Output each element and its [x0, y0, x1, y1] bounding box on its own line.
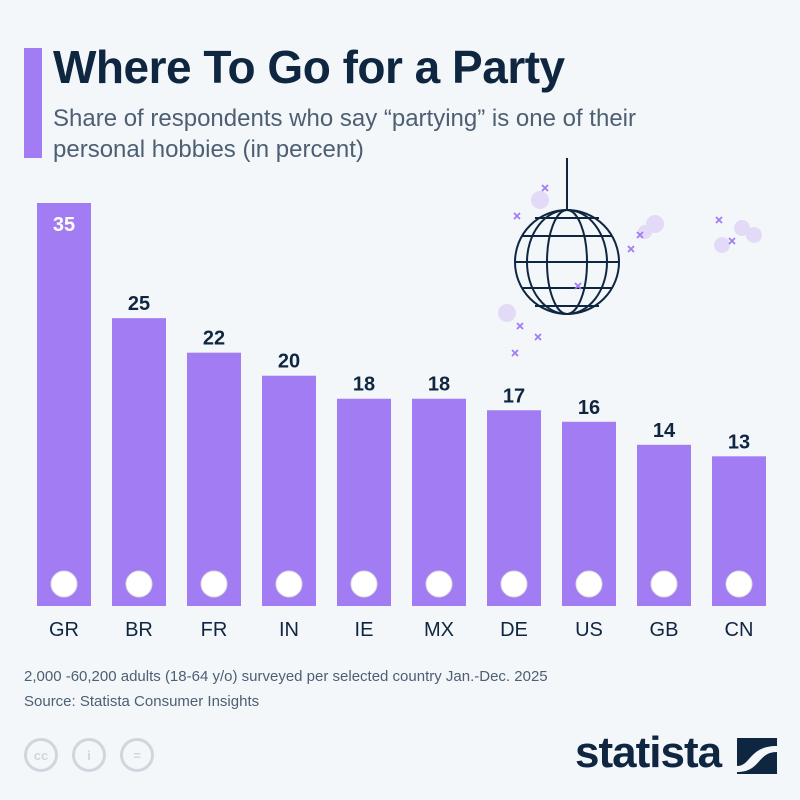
data-label-US: 16 [578, 397, 600, 419]
data-label-GR: 35 [53, 214, 75, 236]
flag-US-icon [575, 570, 603, 598]
flag-IN-icon [275, 570, 303, 598]
data-label-MX: 18 [428, 374, 450, 396]
flag-MX-icon [425, 570, 453, 598]
bar-BR [112, 318, 166, 606]
category-label-MX: MX [424, 619, 454, 641]
chart-subtitle: Share of respondents who say “partying” … [53, 105, 636, 163]
category-label-FR: FR [201, 619, 228, 641]
statista-logo-mark-icon [737, 738, 777, 774]
no-derivatives-icon[interactable]: = [120, 738, 154, 772]
category-label-IE: IE [355, 619, 374, 641]
data-label-BR: 25 [128, 293, 150, 315]
category-label-CN: CN [725, 619, 754, 641]
flag-CN-icon [725, 570, 753, 598]
title-accent-bar [24, 48, 42, 158]
cc-icon[interactable]: cc [24, 738, 58, 772]
bar-chart: 35 GR 25 BR 22 FR 20 IN 18 IE 18 MX 17 DE 16 US 14 GB 13 CN [37, 158, 766, 641]
source-note: Source: Statista Consumer Insights [24, 693, 260, 710]
chart-title: Where To Go for a Party [53, 41, 565, 93]
survey-note: 2,000 -60,200 adults (18-64 y/o) surveye… [24, 668, 548, 685]
flag-FR-icon [200, 570, 228, 598]
data-label-CN: 13 [728, 431, 750, 453]
bar-GR [37, 203, 91, 606]
statista-logo[interactable]: statista [575, 728, 722, 777]
disco-ball-illustration [498, 158, 762, 357]
flag-GR-icon [50, 570, 78, 598]
data-label-IE: 18 [353, 374, 375, 396]
flag-GB-icon [650, 570, 678, 598]
flag-IE-icon [350, 570, 378, 598]
attribution-icon[interactable]: i [72, 738, 106, 772]
category-label-BR: BR [125, 619, 153, 641]
bar-FR [187, 352, 241, 606]
category-label-GB: GB [650, 619, 679, 641]
data-label-DE: 17 [503, 385, 525, 407]
category-label-IN: IN [279, 619, 299, 641]
data-label-FR: 22 [203, 328, 225, 350]
data-label-IN: 20 [278, 351, 300, 373]
flag-DE-icon [500, 570, 528, 598]
flag-BR-icon [125, 570, 153, 598]
bar-IN [262, 375, 316, 606]
category-label-GR: GR [49, 619, 79, 641]
category-label-US: US [575, 619, 603, 641]
data-label-GB: 14 [653, 420, 676, 442]
category-label-DE: DE [500, 619, 528, 641]
